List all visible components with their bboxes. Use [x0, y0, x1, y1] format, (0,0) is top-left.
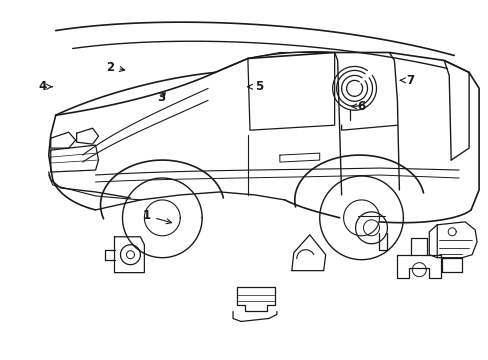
Text: 7: 7	[399, 74, 413, 87]
Text: 4: 4	[38, 80, 52, 93]
Text: 1: 1	[142, 210, 171, 224]
Text: 2: 2	[106, 60, 124, 73]
Text: 5: 5	[247, 80, 263, 93]
Text: 3: 3	[157, 91, 165, 104]
Text: 6: 6	[351, 100, 365, 113]
